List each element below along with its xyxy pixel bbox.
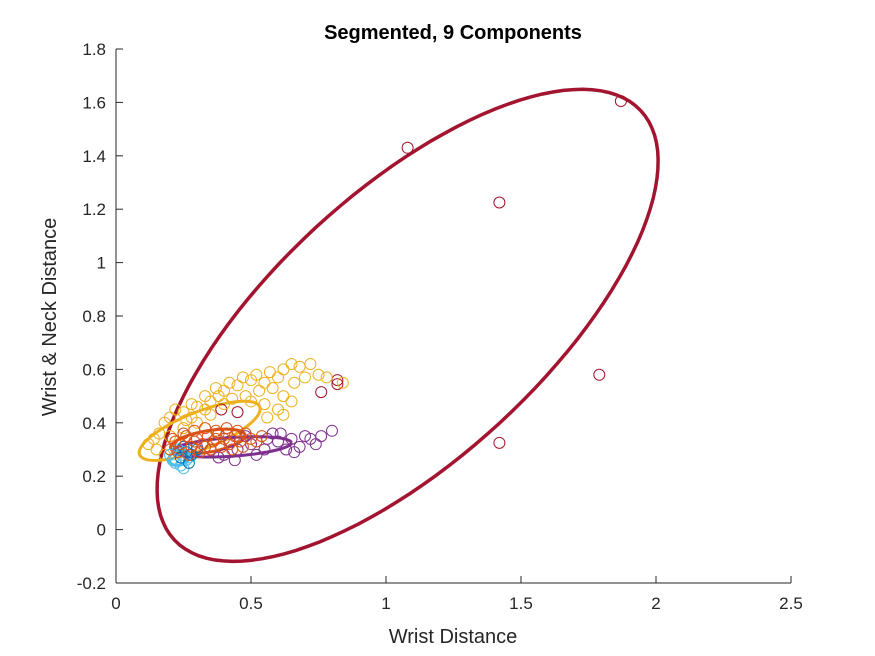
- data-point: [315, 386, 328, 399]
- y-tick-label: 1: [97, 254, 106, 273]
- data-point: [299, 371, 311, 384]
- data-point: [304, 358, 317, 371]
- data-point: [188, 435, 201, 448]
- data-point: [172, 446, 185, 459]
- data-point: [231, 406, 244, 419]
- data-point: [255, 430, 268, 443]
- data-point: [172, 443, 185, 456]
- data-point: [288, 446, 301, 459]
- data-point: [236, 440, 249, 453]
- data-point: [253, 384, 266, 397]
- component-ellipses: [137, 87, 660, 564]
- data-point: [331, 378, 344, 391]
- data-point: [245, 395, 257, 408]
- data-point: [166, 432, 179, 445]
- y-tick-label: -0.2: [77, 574, 106, 593]
- data-point: [288, 376, 301, 389]
- data-point: [315, 430, 328, 443]
- data-point: [280, 443, 293, 456]
- data-point: [220, 427, 233, 440]
- data-point: [150, 443, 163, 456]
- data-point: [147, 432, 160, 445]
- data-point: [277, 390, 290, 403]
- data-point: [285, 395, 298, 408]
- data-point: [274, 427, 287, 440]
- data-point: [285, 358, 298, 371]
- data-point: [261, 411, 274, 424]
- y-tick-label: 0.6: [82, 360, 106, 379]
- x-tick-label: 1: [381, 594, 390, 613]
- y-axis-label: Wrist & Neck Distance: [39, 218, 61, 417]
- data-point: [209, 432, 222, 445]
- data-point: [493, 436, 506, 449]
- data-point: [250, 448, 263, 461]
- axis-ticks: 0 0.5 1 1.5 2 2.5 -0.2 0 0.2 0.4 0.6 0.8 1 1.2 1.4 1.6 1…: [77, 40, 803, 613]
- data-point: [226, 392, 239, 405]
- data-point: [326, 424, 338, 437]
- data-point: [199, 403, 212, 416]
- y-tick-label: 0: [97, 521, 106, 540]
- x-axis-label: Wrist Distance: [389, 626, 518, 648]
- data-point: [250, 368, 263, 381]
- data-point: [212, 390, 225, 403]
- component-ellipse: [137, 399, 262, 462]
- data-point: [593, 368, 606, 381]
- data-point: [185, 411, 198, 424]
- data-point: [493, 196, 506, 209]
- data-point: [299, 430, 311, 443]
- data-point: [312, 368, 325, 381]
- y-tick-label: 1.8: [82, 40, 106, 59]
- x-tick-label: 0.5: [239, 594, 263, 613]
- x-tick-label: 0: [111, 594, 120, 613]
- data-point: [272, 371, 284, 384]
- data-point: [401, 141, 414, 154]
- y-tick-label: 1.6: [82, 93, 106, 112]
- y-tick-label: 1.2: [82, 200, 106, 219]
- component-ellipse: [168, 427, 247, 456]
- x-tick-label: 1.5: [509, 594, 533, 613]
- data-point: [182, 456, 195, 469]
- y-tick-label: 0.4: [82, 414, 106, 433]
- data-point: [215, 403, 228, 416]
- y-tick-label: 0.2: [82, 467, 106, 486]
- x-tick-label: 2.5: [779, 594, 803, 613]
- data-point: [258, 398, 271, 411]
- data-point: [185, 398, 198, 411]
- data-point: [169, 403, 182, 416]
- data-point: [266, 382, 279, 395]
- data-point: [209, 382, 222, 395]
- data-point: [191, 400, 203, 413]
- chart-title: Segmented, 9 Components: [324, 22, 582, 44]
- data-point: [285, 432, 298, 445]
- x-tick-label: 2: [651, 594, 660, 613]
- data-point: [263, 366, 276, 379]
- y-tick-label: 1.4: [82, 147, 106, 166]
- data-point: [223, 376, 236, 389]
- data-point: [277, 408, 290, 421]
- component-ellipse: [155, 87, 660, 564]
- data-point: [336, 376, 349, 389]
- data-point: [180, 414, 193, 427]
- data-point: [320, 371, 333, 384]
- data-point: [614, 95, 627, 108]
- data-points: [142, 95, 627, 475]
- data-point: [199, 440, 212, 453]
- y-tick-label: 0.8: [82, 307, 106, 326]
- data-point: [277, 363, 290, 376]
- data-point: [258, 376, 271, 389]
- data-point: [236, 371, 249, 384]
